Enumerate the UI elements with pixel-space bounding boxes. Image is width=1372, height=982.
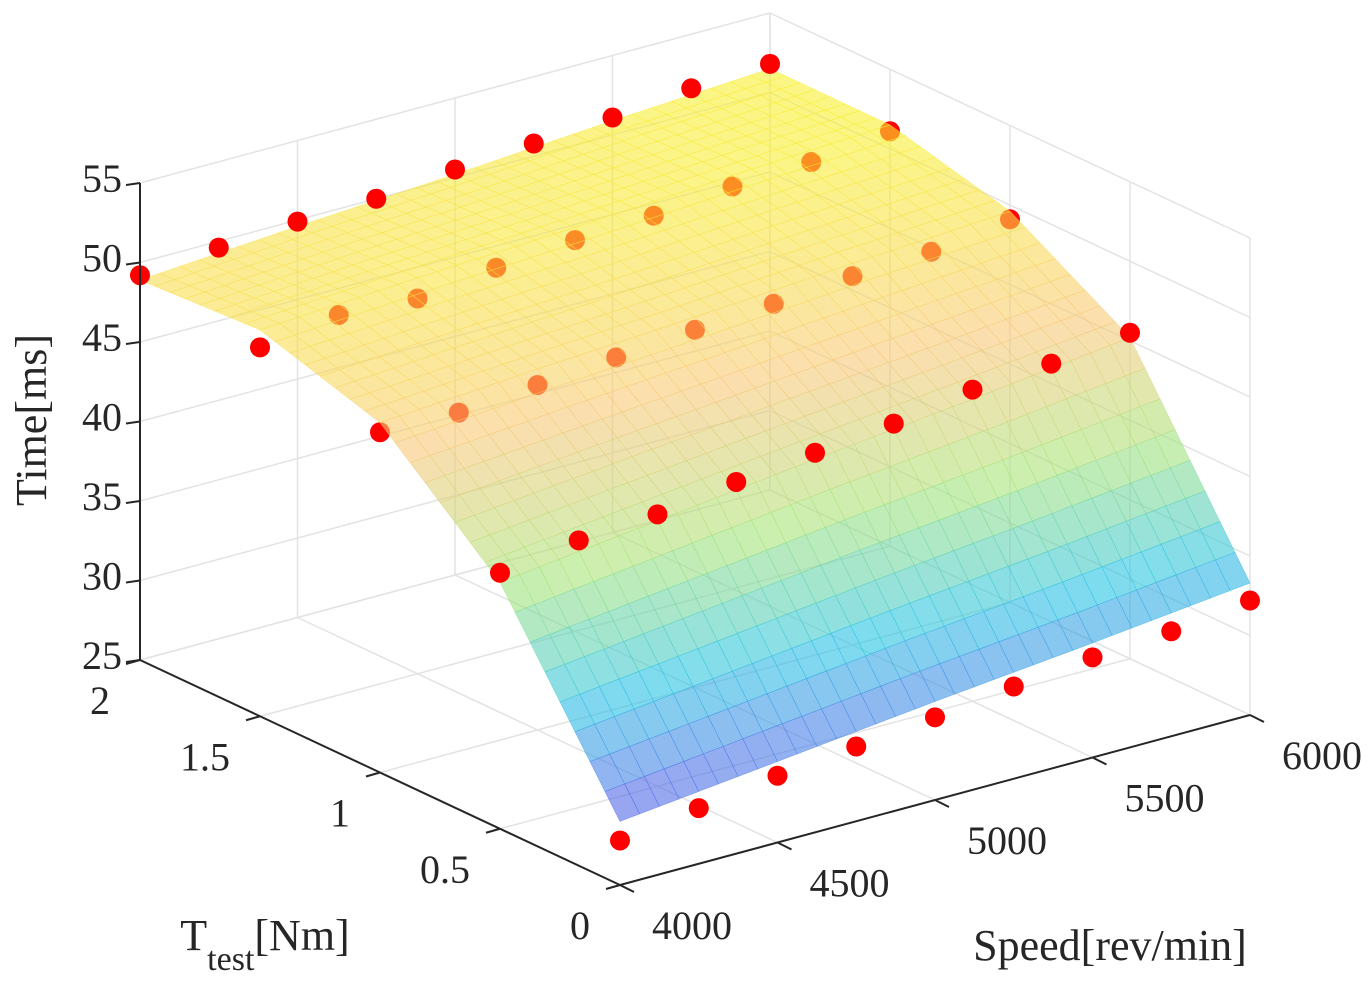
- scatter-point: [1082, 647, 1103, 668]
- z-tick: [125, 261, 141, 266]
- y-tick: [485, 827, 501, 834]
- z-tick-label: 50: [82, 236, 122, 281]
- x-tick: [1249, 714, 1265, 723]
- scatter-point: [688, 798, 709, 819]
- z-tick: [125, 182, 141, 186]
- y-tick: [125, 659, 141, 665]
- scatter-point: [760, 53, 780, 74]
- scatter-point: [602, 107, 623, 128]
- y-tick-label: 0.5: [420, 847, 470, 892]
- y-axis-title: Ttest[Nm]: [180, 911, 349, 978]
- z-tick-label: 35: [82, 474, 122, 519]
- y-tick: [245, 715, 261, 722]
- y-axis-title-sub: test: [207, 941, 255, 978]
- scatter-point: [445, 159, 465, 180]
- x-axis-title: Speed[rev/min]: [973, 921, 1247, 970]
- z-tick-label: 30: [82, 554, 122, 599]
- x-tick: [777, 841, 792, 851]
- z-tick-label: 55: [82, 156, 122, 201]
- z-tick: [125, 579, 141, 584]
- y-tick: [605, 884, 621, 890]
- scatter-point: [883, 413, 904, 434]
- x-tick-label: 6000: [1282, 733, 1362, 778]
- scatter-point: [1041, 353, 1062, 374]
- x-tick-label: 5500: [1125, 776, 1205, 821]
- y-tick-label: 1.5: [180, 734, 230, 779]
- scatter-point: [610, 830, 630, 851]
- scatter-point: [250, 337, 270, 358]
- scatter-point: [805, 442, 825, 463]
- z-tick: [125, 500, 141, 504]
- scatter-point: [568, 530, 589, 551]
- z-tick: [125, 341, 141, 345]
- scatter-point: [1240, 590, 1260, 611]
- y-tick-label: 2: [90, 678, 110, 723]
- z-tick-label: 45: [82, 315, 122, 360]
- x-tick-label: 4000: [652, 903, 732, 948]
- z-tick-label: 40: [82, 395, 122, 440]
- scatter-point: [925, 707, 945, 728]
- x-tick-label: 5000: [967, 818, 1047, 863]
- x-tick-label: 4500: [810, 861, 890, 906]
- y-tick-label: 0: [570, 903, 590, 948]
- x-tick: [934, 799, 950, 808]
- scatter-point: [523, 133, 544, 154]
- y-axis-title-unit: [Nm]: [254, 911, 349, 960]
- y-tick: [365, 771, 381, 778]
- scatter-point: [208, 237, 229, 258]
- scatter-point: [287, 211, 308, 232]
- scatter-point: [726, 471, 747, 492]
- scatter-point: [1161, 621, 1182, 642]
- surface-patch: [604, 783, 641, 822]
- grid-line: [139, 12, 771, 184]
- scatter-point: [647, 504, 668, 525]
- scatter-point: [1120, 322, 1140, 343]
- x-tick: [1092, 756, 1107, 766]
- z-tick: [125, 420, 141, 425]
- y-axis-title-main: T: [180, 911, 207, 960]
- z-tick-label: 25: [82, 633, 122, 678]
- axes-layer: 25 30 35 40 45 50 55 0 0.5 1 1.5 2 4000 4500 5000 5500 6…: [82, 156, 1362, 948]
- scatter-point: [846, 736, 867, 757]
- scatter-point: [490, 562, 510, 583]
- x-tick: [619, 884, 635, 893]
- z-axis-title: Time[ms]: [7, 334, 56, 506]
- surf-layer: [139, 68, 1251, 822]
- scatter-point: [681, 78, 702, 99]
- scatter-point: [366, 188, 387, 209]
- front-layer: [130, 53, 1140, 583]
- scatter-point: [767, 765, 788, 786]
- grid-line: [769, 12, 1251, 239]
- scatter-point: [962, 379, 983, 400]
- scatter-point: [1003, 676, 1024, 697]
- y-tick-label: 1: [330, 791, 350, 836]
